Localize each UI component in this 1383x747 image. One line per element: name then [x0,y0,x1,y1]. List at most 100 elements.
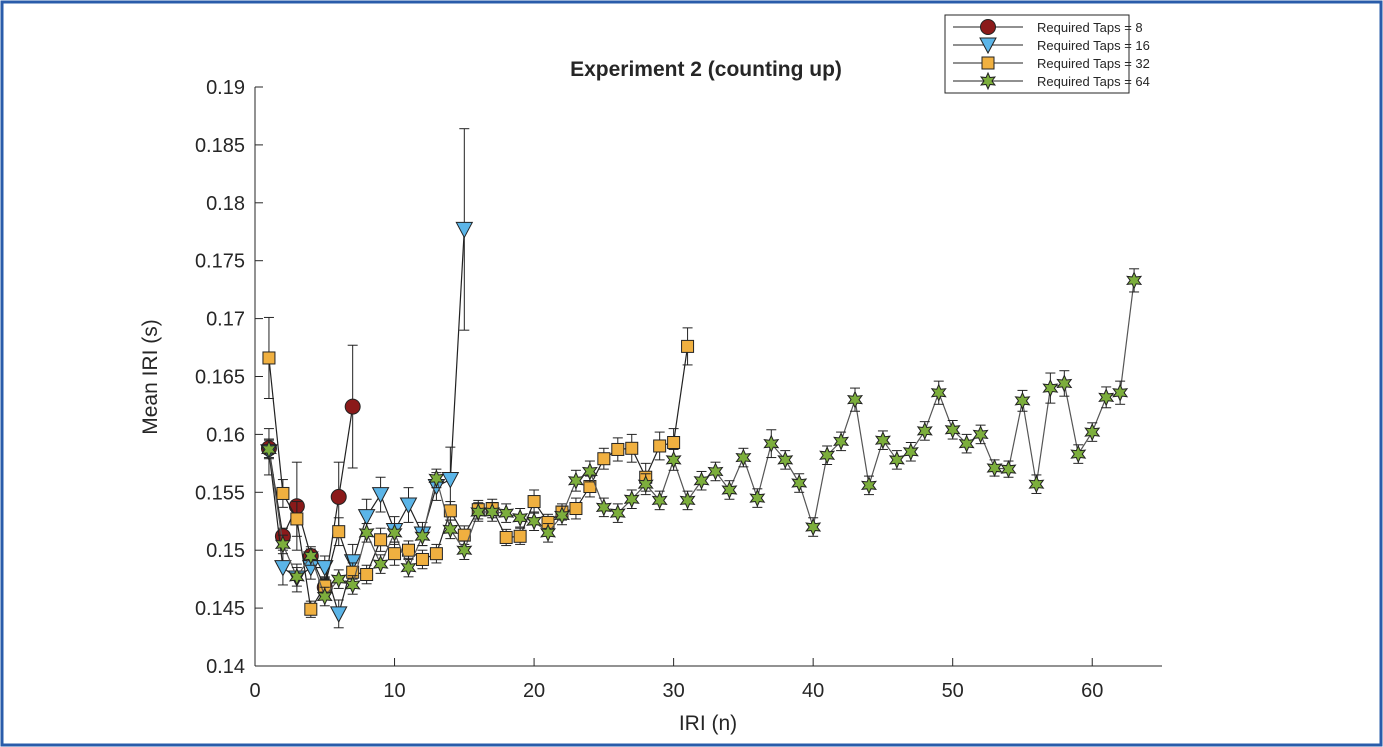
marker [401,543,415,557]
marker [498,503,515,523]
marker [1098,388,1115,407]
marker [357,509,376,526]
marker [540,523,557,543]
legend-marker [980,19,996,35]
marker [455,221,474,239]
marker [749,488,766,508]
marker [360,568,374,582]
marker [667,436,681,450]
marker [1126,271,1143,290]
legend-label: Required Taps = 8 [1037,20,1143,35]
x-tick-label: 30 [662,680,684,702]
y-tick-label: 0.165 [195,367,245,389]
y-tick-label: 0.145 [195,598,245,620]
marker [581,462,598,481]
marker [958,434,975,453]
marker [372,554,389,574]
marker [553,506,570,525]
marker [400,558,417,577]
chart-title: Experiment 2 (counting up) [570,58,842,81]
marker [735,448,752,467]
marker [721,480,738,500]
legend-marker [979,37,997,55]
marker [651,491,668,510]
marker [443,504,457,518]
marker [316,587,333,606]
marker [456,540,473,560]
marker [441,472,460,489]
marker [986,458,1003,478]
marker [274,535,291,554]
marker [944,420,961,440]
marker [819,445,836,465]
x-tick-label: 60 [1081,680,1103,702]
marker [1014,391,1031,411]
x-tick-label: 50 [942,680,964,702]
marker [693,471,710,490]
marker [860,476,877,495]
y-tick-label: 0.185 [195,135,245,157]
marker [428,469,445,488]
marker [399,497,418,515]
y-tick-label: 0.16 [206,424,245,446]
x-tick-label: 20 [523,680,545,702]
y-tick-label: 0.19 [206,77,245,99]
marker [288,567,305,587]
legend-label: Required Taps = 16 [1037,38,1150,53]
marker [442,520,459,539]
marker [874,430,891,450]
marker [595,498,612,517]
legend-marker [981,56,995,70]
marker [304,602,318,616]
marker [1084,422,1101,442]
marker [916,421,933,441]
marker [262,351,276,365]
marker [597,452,611,466]
marker [330,569,347,589]
marker [777,450,794,470]
marker [833,432,850,451]
marker [847,390,864,409]
marker [665,450,682,470]
y-tick-label: 0.14 [206,656,245,678]
legend-label: Required Taps = 64 [1037,74,1150,89]
marker [388,547,402,561]
marker [902,442,919,462]
marker [415,552,429,566]
marker [330,488,347,505]
marker [344,398,361,415]
marker [358,523,375,543]
y-tick-label: 0.18 [206,193,245,215]
legend-label: Required Taps = 32 [1037,56,1150,71]
marker [930,383,947,402]
marker [609,503,626,523]
marker [569,502,583,516]
marker [623,490,640,509]
marker [1000,459,1017,479]
marker [681,339,695,353]
legend-box [944,14,1130,94]
y-axis-label: Mean IRI (s) [139,319,162,435]
marker [625,441,639,455]
marker [414,527,431,546]
marker [290,512,304,526]
marker [611,442,625,456]
marker [332,525,346,539]
legend-marker [979,71,997,91]
y-tick-label: 0.15 [206,540,245,562]
marker [260,440,277,459]
marker [1070,444,1087,464]
marker [1056,374,1073,393]
marker [707,462,724,481]
marker [526,512,543,531]
marker [344,575,361,595]
marker [805,517,822,537]
marker [791,473,808,493]
marker [679,491,696,510]
marker [371,487,390,504]
series-line [268,346,689,611]
marker [512,508,529,528]
y-tick-label: 0.175 [195,251,245,273]
